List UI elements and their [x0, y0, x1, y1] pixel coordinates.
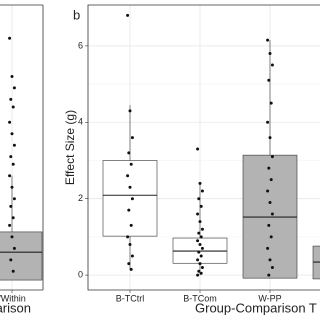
data-point [196, 239, 200, 243]
data-point [126, 235, 130, 239]
data-point [198, 220, 202, 224]
data-point [270, 212, 274, 216]
data-point [128, 109, 132, 113]
data-point [199, 204, 203, 208]
data-point [130, 136, 134, 140]
data-point [196, 212, 200, 216]
data-point [129, 162, 133, 166]
data-point [197, 197, 201, 201]
x-axis-label: Group-Comparison T [195, 300, 317, 315]
x-axis-label: arison [0, 300, 31, 315]
data-point [9, 258, 13, 262]
data-point [197, 250, 201, 254]
data-point [128, 243, 132, 247]
data-point [130, 197, 134, 201]
data-point [200, 246, 204, 250]
panel [88, 5, 320, 290]
data-point [266, 38, 270, 42]
x-tick-label: B-TCtrl [116, 293, 145, 303]
data-point [8, 120, 12, 124]
data-point [128, 185, 132, 189]
data-point [198, 181, 202, 185]
data-point [10, 132, 14, 136]
data-point [197, 231, 201, 235]
data-point [127, 262, 131, 266]
data-point [199, 254, 203, 258]
data-point [200, 189, 204, 193]
data-point [126, 13, 130, 17]
data-point [8, 223, 12, 227]
data-point [11, 105, 15, 109]
data-point [200, 265, 204, 269]
y-tick-label: 0 [78, 269, 83, 279]
data-point [269, 101, 273, 105]
data-point [197, 269, 201, 273]
panel-label: b [73, 7, 80, 22]
x-tick-label: W-PP [258, 293, 281, 303]
data-point [266, 189, 270, 193]
data-point [269, 178, 273, 182]
data-point [268, 258, 272, 262]
data-point [11, 162, 15, 166]
data-point [267, 166, 271, 170]
data-point [9, 204, 13, 208]
data-point [12, 86, 16, 90]
data-point [266, 246, 270, 250]
data-point [267, 273, 271, 277]
data-point [129, 223, 133, 227]
data-point [12, 143, 16, 147]
data-point [10, 185, 14, 189]
data-point [199, 271, 203, 275]
data-point [200, 227, 204, 231]
data-point [199, 235, 203, 239]
data-point [266, 120, 270, 124]
data-point [196, 147, 200, 151]
data-point [130, 254, 134, 258]
data-point [196, 273, 200, 277]
data-point [10, 74, 14, 78]
data-point [127, 151, 131, 155]
x-tick-label: /Within [0, 293, 26, 303]
data-point [198, 262, 202, 266]
y-tick-label: 2 [78, 193, 83, 203]
data-point [268, 52, 272, 56]
data-point [9, 97, 13, 101]
box [102, 160, 158, 237]
data-point [8, 36, 12, 40]
data-point [270, 63, 274, 67]
data-point [12, 197, 16, 201]
y-tick-label: 6 [78, 40, 83, 50]
data-point [198, 243, 202, 247]
data-point [9, 155, 13, 159]
data-point [11, 216, 15, 220]
y-tick-label: 4 [78, 117, 83, 127]
data-point [267, 223, 271, 227]
y-axis-label: Effect Size (g) [63, 110, 77, 185]
data-point [270, 265, 274, 269]
data-point [129, 267, 133, 271]
data-point [8, 174, 12, 178]
data-point [12, 246, 16, 250]
data-point [269, 235, 273, 239]
box [0, 231, 43, 281]
data-point [270, 155, 274, 159]
data-point [127, 208, 131, 212]
data-point [268, 136, 272, 140]
data-point [268, 201, 272, 205]
data-point [11, 269, 15, 273]
data-point [126, 174, 130, 178]
data-point [10, 235, 14, 239]
x-tick-label: B-TCom [183, 293, 217, 303]
panel [0, 5, 43, 290]
panel-border [87, 4, 320, 291]
data-point [267, 78, 271, 82]
data-point [196, 258, 200, 262]
